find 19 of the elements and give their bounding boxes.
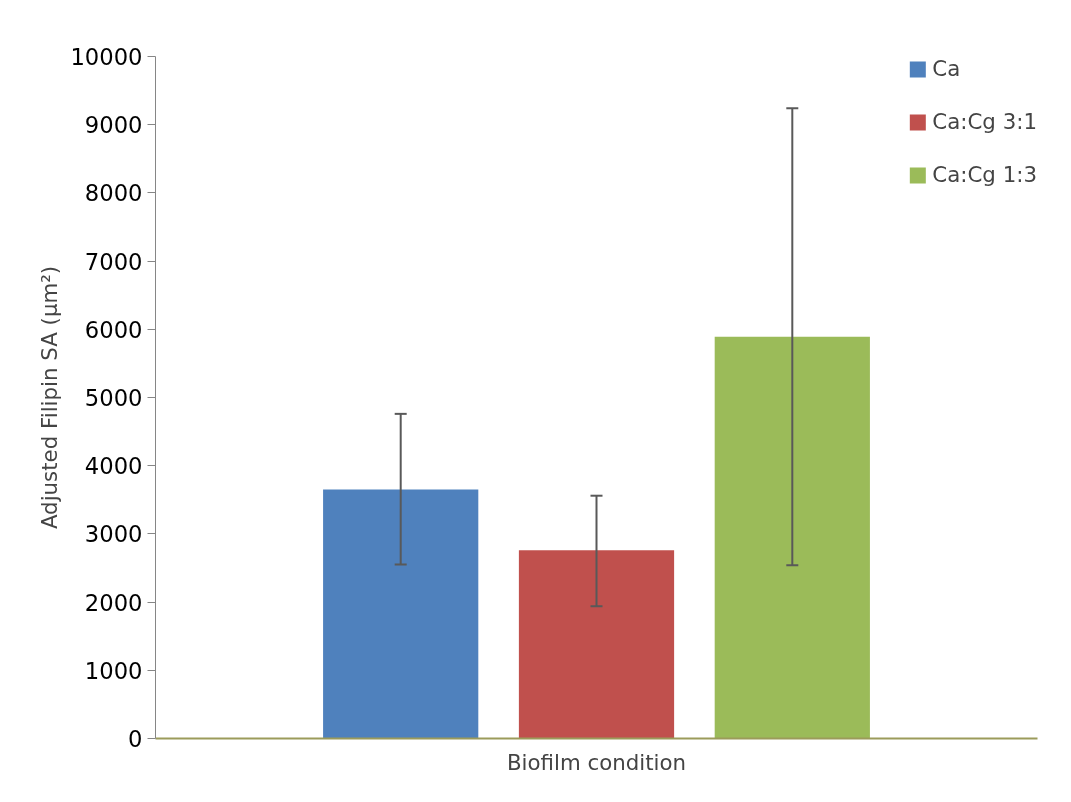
y-tick-label: 9000 <box>84 112 143 139</box>
bar <box>323 489 479 739</box>
y-tick-label: 7000 <box>84 248 143 275</box>
y-tick-label: 0 <box>128 726 143 752</box>
y-tick-label: 4000 <box>84 453 143 480</box>
y-tick-label: 8000 <box>84 180 143 207</box>
bar <box>518 550 675 739</box>
bar <box>714 336 870 739</box>
y-tick-label: 2000 <box>84 589 143 616</box>
legend-label: Ca:Cg 1:3 <box>932 162 1037 187</box>
y-tick-label: 10000 <box>70 44 143 70</box>
y-tick-label: 1000 <box>84 657 143 684</box>
y-tick-label: 5000 <box>84 385 143 411</box>
y-tick-label: 3000 <box>84 521 143 548</box>
legend-label: Ca:Cg 3:1 <box>932 109 1037 134</box>
legend-label: Ca <box>932 56 961 81</box>
x-axis-title: Biofilm condition <box>506 749 687 775</box>
y-axis-title: Adjusted Filipin SA (µm²) <box>37 265 63 530</box>
y-tick-label: 6000 <box>84 316 143 343</box>
